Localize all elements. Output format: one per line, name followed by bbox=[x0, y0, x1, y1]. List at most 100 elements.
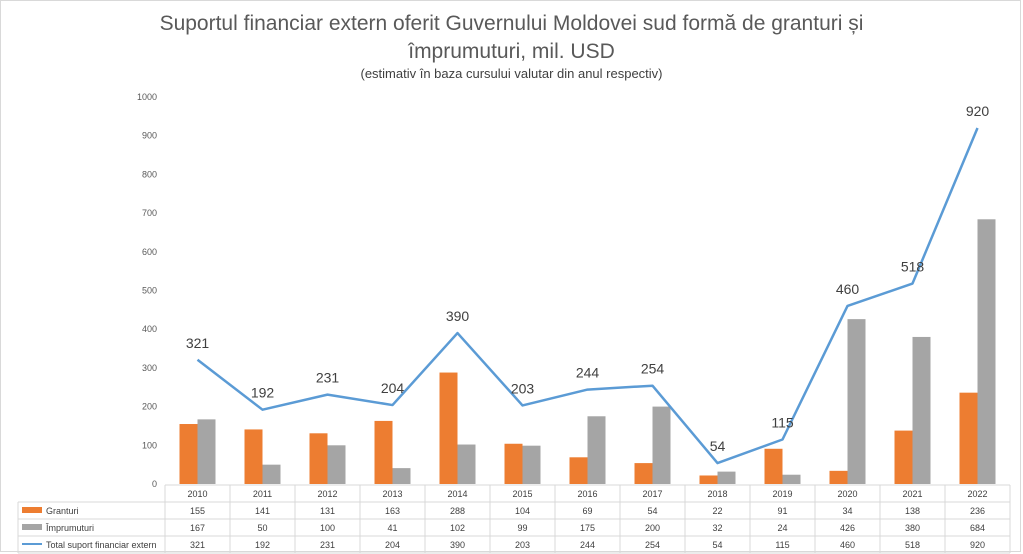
table-cell: 22 bbox=[712, 506, 722, 516]
table-year-2014: 2014 bbox=[447, 489, 467, 499]
y-tick-label: 100 bbox=[142, 440, 157, 450]
table-year-2019: 2019 bbox=[772, 489, 792, 499]
y-tick-label: 300 bbox=[142, 363, 157, 373]
table-cell: 54 bbox=[647, 506, 657, 516]
chart-subtitle: (estimativ în baza cursului valutar din … bbox=[360, 66, 663, 81]
table-cell: 684 bbox=[970, 523, 985, 533]
bar-granturi-2014 bbox=[439, 372, 458, 484]
total-data-label: 231 bbox=[316, 370, 340, 386]
table-year-2016: 2016 bbox=[577, 489, 597, 499]
bar-granturi-2013 bbox=[374, 420, 393, 484]
table-cell: 54 bbox=[712, 540, 722, 550]
total-data-label: 115 bbox=[771, 414, 794, 430]
table-cell: 390 bbox=[450, 540, 465, 550]
total-data-label: 203 bbox=[511, 380, 535, 396]
y-tick-label: 1000 bbox=[137, 92, 157, 102]
y-tick-label: 400 bbox=[142, 324, 157, 334]
bar-imprumuturi-2020 bbox=[847, 319, 866, 484]
table-year-2010: 2010 bbox=[187, 489, 207, 499]
bar-granturi-2015 bbox=[504, 443, 523, 484]
table-cell: 236 bbox=[970, 506, 985, 516]
bar-granturi-2016 bbox=[569, 457, 588, 484]
table-cell: 102 bbox=[450, 523, 465, 533]
table-year-2017: 2017 bbox=[642, 489, 662, 499]
table-cell: 24 bbox=[777, 523, 787, 533]
legend-key bbox=[22, 524, 42, 530]
bar-granturi-2019 bbox=[764, 448, 783, 484]
table-cell: 50 bbox=[257, 523, 267, 533]
bar-imprumuturi-2018 bbox=[717, 471, 736, 484]
total-line bbox=[196, 127, 979, 465]
table-cell: 518 bbox=[905, 540, 920, 550]
y-tick-label: 200 bbox=[142, 402, 157, 412]
total-data-label: 390 bbox=[446, 308, 470, 324]
table-cell: 460 bbox=[840, 540, 855, 550]
table-cell: 204 bbox=[385, 540, 400, 550]
table-cell: 231 bbox=[320, 540, 335, 550]
table-cell: 321 bbox=[190, 540, 205, 550]
bar-granturi-2012 bbox=[309, 433, 328, 484]
bar-imprumuturi-2021 bbox=[912, 336, 931, 484]
table-cell: 920 bbox=[970, 540, 985, 550]
table-year-2015: 2015 bbox=[512, 489, 532, 499]
bar-imprumuturi-2017 bbox=[652, 406, 671, 484]
table-cell: 138 bbox=[905, 506, 920, 516]
table-cell: 288 bbox=[450, 506, 465, 516]
table-cell: 200 bbox=[645, 523, 660, 533]
table-cell: 34 bbox=[842, 506, 852, 516]
table-cell: 131 bbox=[320, 506, 335, 516]
table-cell: 41 bbox=[387, 523, 397, 533]
table-year-2018: 2018 bbox=[707, 489, 727, 499]
y-tick-label: 900 bbox=[142, 131, 157, 141]
total-data-label: 204 bbox=[381, 380, 405, 396]
table-year-2020: 2020 bbox=[837, 489, 857, 499]
table-cell: 167 bbox=[190, 523, 205, 533]
table-cell: 155 bbox=[190, 506, 205, 516]
total-data-label: 192 bbox=[251, 385, 275, 401]
table-cell: 244 bbox=[580, 540, 595, 550]
table-cell: 203 bbox=[515, 540, 530, 550]
table-cell: 100 bbox=[320, 523, 335, 533]
legend-label: Împrumuturi bbox=[45, 523, 94, 533]
table-cell: 426 bbox=[840, 523, 855, 533]
bar-imprumuturi-2013 bbox=[392, 468, 411, 484]
table-cell: 115 bbox=[775, 540, 789, 550]
table-year-2013: 2013 bbox=[382, 489, 402, 499]
table-cell: 69 bbox=[582, 506, 592, 516]
bar-granturi-2018 bbox=[699, 475, 718, 484]
bar-granturi-2021 bbox=[894, 430, 913, 484]
table-cell: 175 bbox=[580, 523, 595, 533]
table-cell: 91 bbox=[777, 506, 787, 516]
table-year-2022: 2022 bbox=[967, 489, 987, 499]
bar-imprumuturi-2016 bbox=[587, 416, 606, 484]
bar-granturi-2020 bbox=[829, 470, 848, 484]
legend-key bbox=[22, 507, 42, 513]
y-tick-label: 800 bbox=[142, 169, 157, 179]
table-cell: 32 bbox=[712, 523, 722, 533]
bar-imprumuturi-2010 bbox=[197, 419, 216, 484]
bar-granturi-2010 bbox=[179, 424, 198, 484]
bar-granturi-2022 bbox=[959, 392, 978, 484]
table-year-2021: 2021 bbox=[902, 489, 922, 499]
table-cell: 192 bbox=[255, 540, 270, 550]
legend-label: Total suport financiar extern bbox=[46, 540, 157, 550]
table-year-2012: 2012 bbox=[317, 489, 337, 499]
legend-label: Granturi bbox=[46, 506, 79, 516]
total-data-label: 254 bbox=[641, 361, 665, 377]
bar-imprumuturi-2022 bbox=[977, 219, 996, 485]
bar-imprumuturi-2015 bbox=[522, 445, 541, 484]
chart-title-line-1: Suportul financiar extern oferit Guvernu… bbox=[159, 12, 864, 35]
total-data-label: 460 bbox=[836, 281, 860, 297]
table-year-2011: 2011 bbox=[253, 489, 272, 499]
total-data-label: 244 bbox=[576, 365, 600, 381]
bar-imprumuturi-2012 bbox=[327, 445, 346, 484]
y-tick-label: 0 bbox=[152, 479, 157, 489]
table-cell: 141 bbox=[255, 506, 270, 516]
total-data-label: 920 bbox=[966, 103, 990, 119]
total-data-label: 518 bbox=[901, 259, 925, 275]
bar-granturi-2011 bbox=[244, 429, 263, 484]
table-cell: 254 bbox=[645, 540, 660, 550]
chart-title-line-2: împrumuturi, mil. USD bbox=[408, 40, 615, 63]
